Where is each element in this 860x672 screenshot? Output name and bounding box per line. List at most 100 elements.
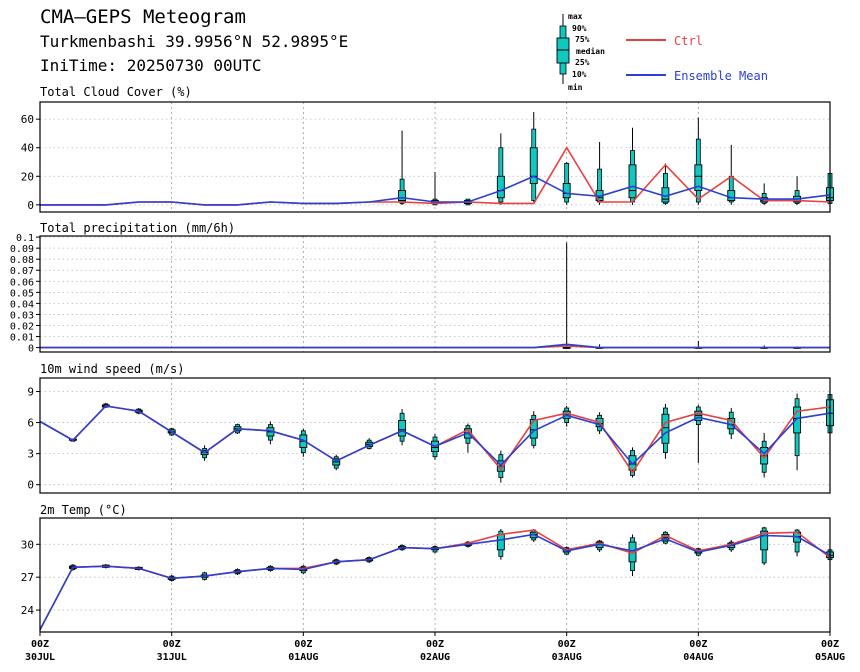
y-tick-label: 0.09 [10,244,34,255]
legend-ctrl-label: Ctrl [674,34,703,48]
location-label: Turkmenbashi 39.9956°N 52.9895°E [40,32,349,51]
x-tick-label-date: 30JUL [25,652,55,663]
box-p25-p75 [661,413,670,444]
panel-1: Total Cloud Cover (%) 0 20 40 60 [21,85,834,213]
ensemble-mean-line [39,405,831,467]
y-tick-label: 9 [27,385,34,398]
legend-mean-label: Ensemble Mean [674,69,768,83]
ensemble-box [661,531,670,545]
y-tick-label: 40 [21,142,34,155]
ensemble-box [398,409,407,446]
y-tick-label: 27 [21,571,34,584]
chart-title: CMA—GEPS Meteogram [40,6,246,28]
ensemble-box [595,539,604,552]
ensemble-box [661,163,670,205]
ensemble-mean-line [39,533,831,631]
box-p25-p75 [398,420,407,437]
y-tick-label: 0.03 [10,310,34,321]
y-tick-label: 3 [27,448,34,461]
ensemble-box [398,130,407,205]
legend-box-label: min [568,82,583,92]
legend-box-label: median [576,46,605,56]
box-p25-p75 [793,406,802,434]
legend-box-label: max [568,12,583,21]
panel-frame [39,377,831,494]
ensemble-mean-line [40,175,831,206]
box-p25-p75 [628,164,637,199]
ensemble-box [694,404,703,463]
x-tick-label-time: 00Z [689,639,707,650]
box-p10-p90 [498,147,504,203]
panel-title: 2m Temp (°C) [40,503,127,517]
legend-box-label: 25% [575,58,590,67]
x-tick-label-time: 00Z [426,639,444,650]
y-tick-label: 0.1 [16,233,34,244]
y-tick-label: 6 [27,417,34,430]
panel-4: 2m Temp (°C) 24 27 30 [21,503,834,633]
legend-box-label: 75% [575,35,590,44]
ensemble-box [332,454,341,471]
y-tick-label: 60 [21,113,34,126]
legend: max 90% 75% median 25% 10% min Ctrl Ensemble Mea… [556,12,768,92]
x-tick-label-time: 00Z [31,639,49,650]
ensemble-box [694,117,703,205]
x-tick-label-date: 01AUG [288,652,318,663]
y-tick-label: 0 [27,199,34,212]
y-tick-label: 0.04 [10,299,34,310]
y-tick-label: 0.07 [10,266,34,277]
panel-2: Total precipitation (mm/6h) 00.010.020.03… [10,221,831,355]
x-tick-label-date: 04AUG [683,652,713,663]
box-p25-p75 [529,147,538,184]
y-tick-label: 0.01 [10,333,34,344]
y-tick-label: 0.06 [10,277,34,288]
ensemble-box [562,162,571,205]
box-p10-p90 [564,163,570,203]
box-p25-p75 [529,418,538,439]
ensemble-box [661,403,670,459]
x-tick-label-time: 00Z [821,639,839,650]
y-tick-label: 0.08 [10,255,34,266]
ensemble-mean-line [40,343,830,349]
box-p25-p75 [694,164,703,192]
y-tick-label: 20 [21,170,34,183]
box-p25-p75 [562,182,571,199]
ensemble-box [299,428,308,457]
ensemble-box [628,534,637,577]
ensemble-box [727,144,736,205]
panel-3: 10m wind speed (m/s) 0 3 6 9 [27,362,834,494]
box-p25-p75 [496,533,505,551]
x-tick-label-time: 00Z [558,639,576,650]
panel-frame [39,101,831,213]
x-tick-label-date: 05AUG [815,652,845,663]
y-tick-label: 24 [21,604,35,617]
y-tick-label: 0.02 [10,321,34,332]
legend-box-label: 90% [572,24,587,33]
ensemble-box [628,127,637,205]
y-tick-label: 0 [27,479,34,492]
box-p25-p75 [694,410,703,421]
ensemble-box [431,172,439,206]
x-tick-label-date: 31JUL [157,652,187,663]
ensemble-box [793,393,802,471]
y-tick-label: 0.05 [10,288,34,299]
ensemble-box [760,183,769,205]
x-tick-label-date: 03AUG [552,652,582,663]
box-p25-p75 [727,190,736,202]
x-tick-label-date: 02AUG [420,652,450,663]
ensemble-box [463,423,472,453]
x-tick-label-time: 00Z [294,639,312,650]
box-p25-p75 [496,175,505,199]
panel-frame [39,235,831,353]
y-tick-label: 0 [28,344,34,355]
legend-box-label: 10% [572,70,587,79]
box-p25-p75 [760,530,769,551]
ensemble-box [496,133,505,205]
panel-title: Total Cloud Cover (%) [40,85,192,99]
ensemble-box [266,421,275,445]
x-tick-label-time: 00Z [163,639,181,650]
ensemble-box [562,242,571,349]
y-tick-label: 30 [21,538,34,551]
init-time-label: IniTime: 20250730 00UTC [40,56,262,75]
panel-title: Total precipitation (mm/6h) [40,221,235,235]
